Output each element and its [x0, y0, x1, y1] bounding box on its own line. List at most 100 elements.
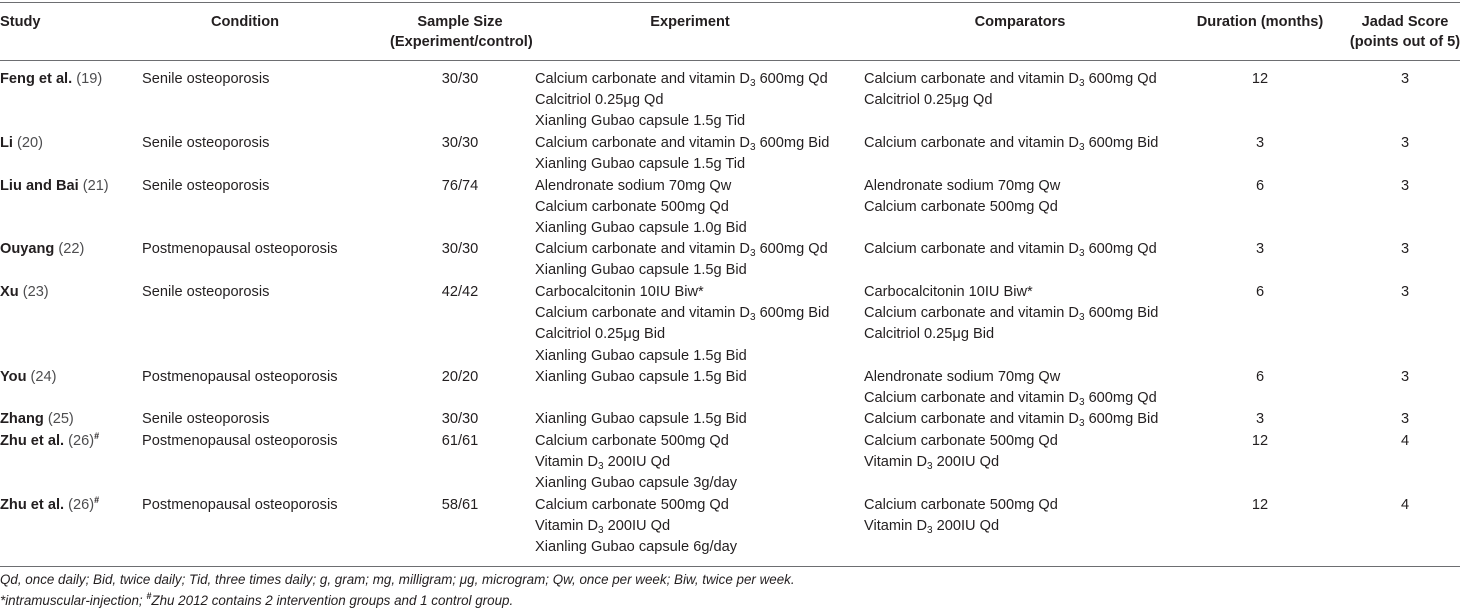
- jadad-score-cell: 4: [1400, 433, 1410, 449]
- sample-size-cell: 30/30: [441, 241, 479, 257]
- study-hash-mark: #: [94, 495, 100, 505]
- condition-cell: Senile osteoporosis: [142, 135, 270, 151]
- experiment-text: Calcium carbonate 500mg Qd: [535, 199, 729, 216]
- comparator-text: Calcium carbonate and vitamin D: [864, 135, 1079, 151]
- comparator-subscript: 3: [1078, 312, 1085, 324]
- experiment-cell: Calcium carbonate and vitamin D3 600mg Q…: [535, 69, 828, 133]
- comparator-text: Calcium carbonate and vitamin D: [864, 390, 1079, 407]
- experiment-text: Calcium carbonate and vitamin D: [535, 135, 750, 151]
- jadad-score-cell: 3: [1400, 135, 1410, 151]
- comparator-text-tail: 200IU Qd: [932, 518, 1000, 535]
- condition-cell: Postmenopausal osteoporosis: [142, 433, 338, 449]
- study-reference-link[interactable]: (20): [17, 135, 43, 151]
- sample-size-cell: 30/30: [441, 135, 479, 151]
- experiment-line: Xianling Gubao capsule 1.5g Bid: [535, 367, 747, 388]
- comparator-subscript: 3: [927, 461, 933, 473]
- comparators-cell: Calcium carbonate and vitamin D3 600mg Q…: [864, 69, 1157, 111]
- footnote-injection: *intramuscular-injection;: [0, 593, 147, 608]
- experiment-line: Xianling Gubao capsule 3g/day: [535, 473, 737, 494]
- comparators-cell: Calcium carbonate 500mg Qd Vitamin D3 200…: [864, 495, 1058, 537]
- experiment-line: Xianling Gubao capsule 1.5g Bid: [535, 346, 829, 367]
- experiment-line: Xianling Gubao capsule 6g/day: [535, 537, 737, 558]
- study-cell: Li (20): [0, 133, 43, 154]
- comparator-text-tail: 600mg Qd: [1084, 71, 1157, 87]
- study-reference-link[interactable]: (24): [30, 369, 57, 385]
- study-reference-link[interactable]: (19): [76, 71, 103, 87]
- study-reference-link[interactable]: (26): [68, 433, 95, 449]
- comparator-line: Calcium carbonate and vitamin D3 600mg B…: [864, 133, 1158, 154]
- header-jadad: Jadad Score (points out of 5): [1340, 12, 1460, 52]
- footnote-abbreviations: Qd, once daily; Bid, twice daily; Tid, t…: [0, 572, 795, 587]
- study-author: Ouyang: [0, 241, 55, 257]
- experiment-text-tail: 600mg Qd: [755, 71, 828, 87]
- study-cell: Zhu et al. (26)#: [0, 495, 99, 516]
- duration-cell: 6: [1255, 369, 1265, 385]
- experiment-line: Calcium carbonate 500mg Qd: [535, 495, 737, 516]
- comparator-line: Calcium carbonate and vitamin D3 600mg Q…: [864, 239, 1157, 260]
- study-cell: Feng et al. (19): [0, 69, 102, 90]
- duration-cell: 3: [1255, 241, 1265, 257]
- study-reference-link[interactable]: (23): [22, 284, 49, 300]
- comparator-text: Vitamin D: [864, 454, 927, 471]
- study-author: Feng et al.: [0, 71, 73, 87]
- comparator-line: Calcitriol 0.25μg Qd: [864, 90, 1157, 111]
- comparator-text: Carbocalcitonin 10IU Biw*: [864, 284, 1033, 300]
- experiment-line: Xianling Gubao capsule 1.5g Tid: [535, 111, 828, 132]
- study-reference-link[interactable]: (26): [68, 497, 95, 513]
- experiment-text-tail: 600mg Qd: [755, 241, 828, 257]
- study-author: Liu and Bai: [0, 178, 79, 194]
- comparator-text-tail: 600mg Bid: [1084, 135, 1159, 151]
- comparator-line: Calcium carbonate and vitamin D3 600mg B…: [864, 303, 1158, 324]
- experiment-subscript: 3: [598, 461, 604, 473]
- comparator-text: Alendronate sodium 70mg Qw: [864, 369, 1061, 385]
- study-reference-link[interactable]: (22): [58, 241, 85, 257]
- experiment-text: Xianling Gubao capsule 1.0g Bid: [535, 220, 747, 237]
- comparator-subscript: 3: [1078, 142, 1085, 153]
- condition-cell: Postmenopausal osteoporosis: [142, 369, 338, 385]
- condition-cell: Senile osteoporosis: [142, 71, 270, 87]
- experiment-line: Xianling Gubao capsule 1.5g Bid: [535, 409, 747, 430]
- jadad-score-cell: 3: [1400, 411, 1410, 427]
- experiment-line: Calcium carbonate 500mg Qd: [535, 431, 737, 452]
- study-cell: Zhu et al. (26)#: [0, 431, 99, 452]
- experiment-cell: Xianling Gubao capsule 1.5g Bid: [535, 409, 747, 430]
- experiment-cell: Alendronate sodium 70mg Qw Calcium carbon…: [535, 176, 747, 240]
- comparator-text-tail: 600mg Bid: [1084, 411, 1159, 427]
- study-reference-link[interactable]: (25): [47, 411, 74, 427]
- experiment-text: Calcium carbonate and vitamin D: [535, 305, 750, 322]
- experiment-text-tail: 600mg Bid: [755, 305, 830, 322]
- experiment-text: Calcium carbonate and vitamin D: [535, 71, 750, 87]
- experiment-line: Calcium carbonate 500mg Qd: [535, 197, 747, 218]
- jadad-score-cell: 3: [1400, 369, 1410, 385]
- study-hash-mark: #: [94, 431, 100, 441]
- experiment-line: Xianling Gubao capsule 1.0g Bid: [535, 218, 747, 239]
- experiment-text: Vitamin D: [535, 454, 598, 471]
- comparators-cell: Calcium carbonate and vitamin D3 600mg B…: [864, 133, 1158, 154]
- comparator-line: Alendronate sodium 70mg Qw: [864, 176, 1060, 197]
- sample-size-cell: 58/61: [441, 497, 479, 513]
- comparator-line: Calcium carbonate 500mg Qd: [864, 197, 1060, 218]
- experiment-text: Vitamin D: [535, 518, 598, 535]
- experiment-text: Xianling Gubao capsule 1.5g Bid: [535, 369, 747, 385]
- comparator-text: Calcium carbonate 500mg Qd: [864, 199, 1058, 216]
- condition-cell: Postmenopausal osteoporosis: [142, 497, 338, 513]
- experiment-text: Carbocalcitonin 10IU Biw*: [535, 284, 704, 300]
- sample-size-cell: 61/61: [441, 433, 479, 449]
- comparator-line: Alendronate sodium 70mg Qw: [864, 367, 1157, 388]
- duration-cell: 3: [1255, 135, 1265, 151]
- sample-size-cell: 42/42: [441, 284, 479, 300]
- study-reference-link[interactable]: (21): [82, 178, 109, 194]
- experiment-text: Alendronate sodium 70mg Qw: [535, 178, 732, 194]
- condition-cell: Senile osteoporosis: [142, 284, 270, 300]
- experiment-text: Xianling Gubao capsule 1.5g Bid: [535, 262, 747, 279]
- duration-cell: 6: [1255, 178, 1265, 194]
- comparator-subscript: 3: [1078, 78, 1085, 89]
- comparator-line: Calcium carbonate and vitamin D3 600mg Q…: [864, 69, 1157, 90]
- sample-size-cell: 30/30: [441, 71, 479, 87]
- study-cell: Liu and Bai (21): [0, 176, 109, 197]
- comparator-text: Calcium carbonate and vitamin D: [864, 411, 1079, 427]
- experiment-subscript: 3: [749, 78, 756, 89]
- header-sample-size: Sample Size (Experiment/control): [390, 12, 533, 52]
- experiment-cell: Calcium carbonate and vitamin D3 600mg B…: [535, 133, 829, 175]
- comparators-cell: Alendronate sodium 70mg Qw Calcium carbon…: [864, 176, 1060, 218]
